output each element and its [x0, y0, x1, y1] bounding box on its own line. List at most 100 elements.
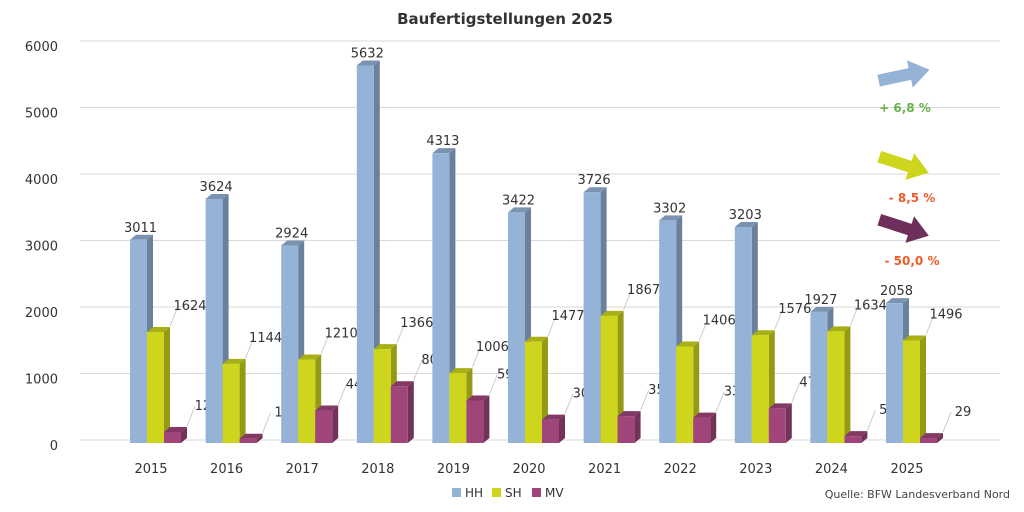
bar-mv — [164, 427, 187, 443]
bar-top — [205, 194, 229, 200]
data-label: 1634 — [854, 298, 887, 313]
legend-label-hh: HH — [465, 486, 483, 500]
bar-front — [886, 303, 903, 443]
bar-hh — [356, 60, 380, 444]
data-label-leader — [715, 391, 725, 412]
bar-front — [130, 239, 147, 443]
bar-top — [281, 240, 305, 246]
bar-top — [583, 187, 607, 193]
bar-front — [147, 332, 164, 443]
bar-front — [751, 335, 769, 443]
bar-top — [390, 381, 414, 387]
data-label: 3726 — [578, 173, 611, 188]
x-tick-label: 2022 — [664, 462, 697, 477]
bar-mv — [466, 395, 490, 443]
x-tick-label: 2024 — [815, 462, 848, 477]
bar-sh — [525, 336, 548, 443]
bar-top — [449, 368, 473, 374]
data-label: 1927 — [804, 293, 837, 308]
data-label-leader — [942, 411, 952, 433]
bar-mv — [693, 412, 717, 443]
x-tick-label: 2018 — [361, 462, 394, 477]
data-label-leader — [169, 305, 179, 327]
data-label: 1144 — [249, 331, 282, 346]
bar-mv — [390, 381, 414, 443]
bar-top — [164, 427, 187, 433]
bar-side — [920, 335, 926, 443]
bar-side — [181, 427, 187, 443]
bar-top — [432, 148, 456, 154]
data-label-leader — [623, 289, 633, 311]
bar-sh — [827, 326, 851, 443]
bar-front — [466, 400, 484, 443]
bar-front — [542, 419, 559, 443]
bar-front — [617, 416, 635, 443]
bar-side — [332, 405, 339, 443]
bar-sh — [147, 327, 170, 443]
legend-swatch-mv — [532, 488, 541, 497]
arrow-shape — [877, 213, 929, 243]
arrow-shape — [877, 60, 930, 88]
bar-top — [239, 433, 263, 439]
bar-front — [903, 340, 920, 443]
bar-front — [432, 153, 450, 444]
data-label-leader — [262, 412, 272, 433]
bar-front — [164, 432, 181, 443]
bar-side — [449, 148, 456, 444]
data-label-leader — [564, 393, 574, 414]
data-label-leader — [413, 360, 423, 381]
data-label-leader — [774, 309, 784, 330]
y-tick-label: 0 — [50, 439, 58, 454]
bar-mv — [617, 411, 641, 443]
data-label-leader — [791, 382, 801, 403]
x-tick-label: 2019 — [437, 462, 470, 477]
bar-side — [239, 358, 246, 443]
y-tick-label: 6000 — [25, 40, 58, 55]
trend-label: - 50,0 % — [885, 254, 940, 268]
data-label: 1210 — [325, 327, 358, 342]
trend-arrow-sh-icon — [877, 150, 929, 180]
bar-mv — [315, 405, 339, 443]
x-tick-label: 2023 — [739, 462, 772, 477]
source-note: Quelle: BFW Landesverband Nord — [825, 488, 1010, 501]
data-label: 1406 — [703, 314, 736, 329]
bar-top — [920, 433, 943, 439]
data-label: 1576 — [778, 302, 811, 317]
bar-mv — [542, 414, 565, 443]
bar-top — [542, 414, 565, 420]
bar-front — [827, 331, 845, 443]
trend-label: - 8,5 % — [889, 191, 936, 205]
bar-front — [205, 199, 223, 443]
bar-mv — [239, 433, 263, 443]
x-tick-label: 2015 — [134, 462, 167, 477]
data-label: 4313 — [426, 134, 459, 149]
x-tick-label: 2017 — [286, 462, 319, 477]
legend-swatch-sh — [492, 488, 501, 497]
data-label: 1366 — [400, 316, 433, 331]
bar-top — [617, 411, 641, 417]
bar-top — [222, 358, 246, 364]
bar-front — [373, 349, 391, 443]
bar-side — [164, 327, 170, 443]
data-label-leader — [396, 322, 406, 344]
bar-side — [861, 431, 868, 443]
bar-front — [390, 386, 408, 443]
bar-front — [315, 410, 333, 443]
bar-sh — [600, 310, 624, 443]
bar-hh — [432, 148, 456, 444]
bar-mv — [768, 403, 792, 443]
bar-mv — [844, 431, 868, 443]
bar-front — [844, 436, 862, 443]
x-tick-label: 2025 — [890, 462, 923, 477]
bar-top — [130, 234, 153, 240]
bar-top — [147, 327, 170, 333]
data-label: 3302 — [653, 201, 686, 216]
data-label: 1496 — [929, 308, 962, 323]
bar-side — [634, 411, 641, 443]
trend-label: + 6,8 % — [879, 101, 931, 115]
data-label: 1477 — [551, 309, 584, 324]
bar-front — [298, 359, 316, 443]
bar-side — [483, 395, 490, 443]
bar-front — [734, 227, 752, 443]
data-label-leader — [471, 346, 481, 368]
